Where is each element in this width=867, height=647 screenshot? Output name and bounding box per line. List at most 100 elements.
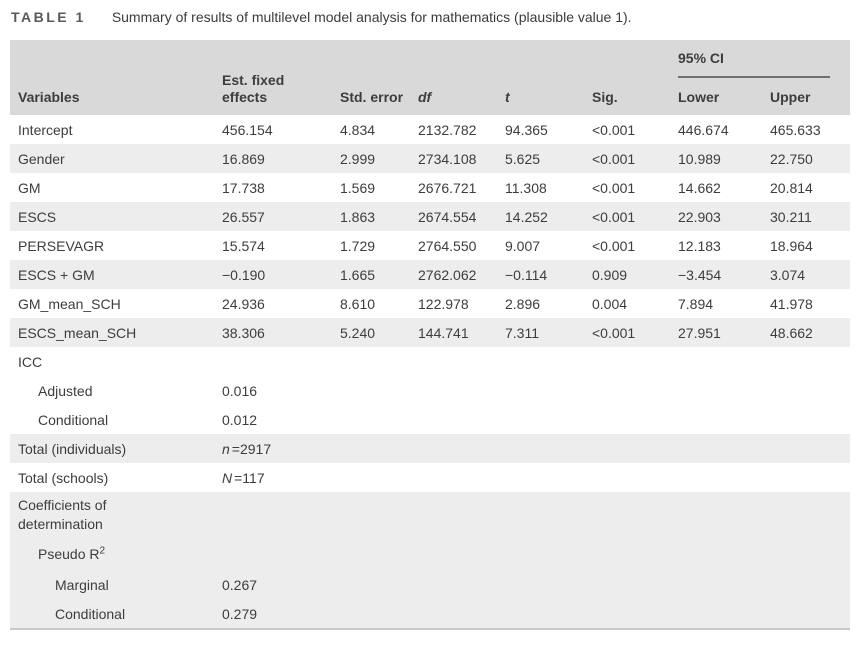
cell-std: 2.999 [340,150,376,167]
cell-est: 0.016 [222,382,258,399]
col-header-t: t [505,89,510,105]
row-label: Conditional [38,411,109,428]
cell-est: 0.267 [222,576,258,593]
cell-std: 1.665 [340,266,376,283]
cell-sig: <0.001 [592,324,636,341]
stat-symbol: n [222,440,230,457]
cell-std: 8.610 [340,295,376,312]
ci-group-underline [678,76,830,78]
col-header-est-fixed-effects: Est. fixed effects [222,72,285,105]
table-row: Intercept 456.154 4.834 2132.782 94.365 … [10,115,850,144]
row-label: Adjusted [38,382,93,399]
table-row: Total (schools) N =117 [10,463,850,492]
col-header-df: df [418,89,432,105]
stat-value: =2917 [231,440,272,457]
row-label: Total (schools) [18,469,109,486]
table-row: GM 17.738 1.569 2676.721 11.308 <0.001 1… [10,173,850,202]
cell-est: n =2917 [222,441,340,457]
row-label: Coefficients of determination [18,496,107,532]
cell-df: 2762.062 [418,266,477,283]
row-label: Marginal [55,576,109,593]
row-label: Intercept [18,121,73,138]
col-header-ci-lower: Lower [678,89,720,105]
cell-est: 17.738 [222,179,265,196]
cell-std: 1.729 [340,237,376,254]
stat-value: =117 [234,469,265,486]
table-header-row: Variables Est. fixed effects Std. error … [10,40,850,115]
cell-est: 0.279 [222,605,258,622]
table-row-icc: ICC [10,347,850,376]
row-label: ICC [18,353,43,370]
cell-sig: <0.001 [592,208,636,225]
cell-lower: 22.903 [678,208,721,225]
results-table: Variables Est. fixed effects Std. error … [10,40,850,630]
cell-df: 122.978 [418,295,469,312]
table-row: GM_mean_SCH 24.936 8.610 122.978 2.896 0… [10,289,850,318]
cell-sig: 0.909 [592,266,628,283]
cell-upper: 18.964 [770,237,813,254]
row-label: Gender [18,150,65,167]
row-label: Conditional [55,605,126,622]
table-row: ESCS 26.557 1.863 2674.554 14.252 <0.001… [10,202,850,231]
cell-df: 2674.554 [418,208,477,225]
table-row: Adjusted 0.016 [10,376,850,405]
cell-std: 4.834 [340,121,376,138]
cell-est: 15.574 [222,237,265,254]
cell-est: 456.154 [222,121,273,138]
cell-upper: 41.978 [770,295,813,312]
table-row: Conditional 0.012 [10,405,850,434]
cell-lower: 27.951 [678,324,721,341]
cell-t: 5.625 [505,150,541,167]
cell-lower: 7.894 [678,295,714,312]
table-caption: TABLE 1 Summary of results of multilevel … [11,9,632,25]
cell-est: 38.306 [222,324,265,341]
cell-est: −0.190 [222,266,266,283]
cell-sig: <0.001 [592,121,636,138]
cell-df: 2734.108 [418,150,477,167]
cell-upper: 465.633 [770,121,821,138]
cell-upper: 3.074 [770,266,806,283]
stat-symbol: N [222,469,233,486]
cell-t: 9.007 [505,237,541,254]
col-header-ci-upper: Upper [770,89,811,105]
col-header-variables: Variables [18,89,80,105]
cell-sig: <0.001 [592,179,636,196]
table-number-label: TABLE 1 [11,9,86,25]
cell-lower: 10.989 [678,150,721,167]
table-row: PERSEVAGR 15.574 1.729 2764.550 9.007 <0… [10,231,850,260]
row-label: ESCS + GM [18,266,95,283]
col-header-sig: Sig. [592,89,618,105]
row-label: ESCS_mean_SCH [18,324,137,341]
cell-lower: 446.674 [678,121,729,138]
cell-est: 24.936 [222,295,265,312]
cell-t: −0.114 [505,266,548,283]
table-row: Total (individuals) n =2917 [10,434,850,463]
cell-t: 2.896 [505,295,541,312]
col-group-header-95ci: 95% CI [678,50,724,66]
table-row: Marginal 0.267 [10,570,850,599]
cell-sig: <0.001 [592,150,636,167]
cell-upper: 30.211 [770,208,812,225]
table-row-pseudo-r2: Pseudo R2 [10,537,850,570]
row-label: Total (individuals) [18,440,127,457]
row-label: ESCS [18,208,57,225]
cell-df: 2132.782 [418,121,477,138]
cell-sig: 0.004 [592,295,628,312]
table-title-text: Summary of results of multilevel model a… [111,9,632,25]
cell-upper: 20.814 [770,179,813,196]
cell-t: 7.311 [505,324,539,341]
table-row: ESCS + GM −0.190 1.665 2762.062 −0.114 0… [10,260,850,289]
row-label: GM [18,179,41,196]
cell-df: 144.741 [418,324,469,341]
table-row: ESCS_mean_SCH 38.306 5.240 144.741 7.311… [10,318,850,347]
cell-est: N =117 [222,470,340,486]
cell-est: 0.012 [222,411,258,428]
table-row-coefficients: Coefficients of determination [10,492,850,537]
cell-sig: <0.001 [592,237,636,254]
cell-upper: 22.750 [770,150,813,167]
cell-t: 94.365 [505,121,548,138]
col-header-std-error: Std. error [340,89,404,105]
cell-std: 1.863 [340,208,376,225]
cell-est: 26.557 [222,208,265,225]
cell-std: 1.569 [340,179,376,196]
